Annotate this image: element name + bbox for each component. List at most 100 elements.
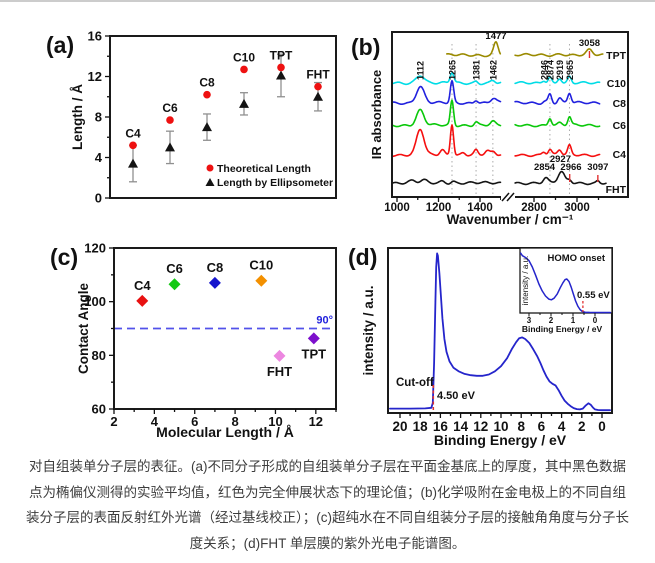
x-tick-label: 1000 bbox=[384, 202, 410, 214]
x-tick-label: 4 bbox=[151, 414, 159, 429]
y-tick-label: 100 bbox=[84, 294, 106, 309]
caption-line-1: 对自组装单分子层的表征。(a)不同分子形成的自组装单分子层在平面金基底上的厚度，… bbox=[29, 459, 626, 474]
spectrum-name-label: FHT bbox=[606, 184, 627, 196]
ellipsometer-marker bbox=[313, 91, 323, 101]
y-tick-label: 4 bbox=[95, 150, 103, 165]
theoretical-marker bbox=[166, 116, 174, 124]
peak-label: 2927 bbox=[550, 154, 571, 165]
x-tick-label: 18 bbox=[413, 419, 429, 434]
plot-frame bbox=[109, 35, 337, 199]
spectrum-name-label: C10 bbox=[607, 78, 626, 90]
x-tick-label: 10 bbox=[493, 419, 508, 434]
spectrum-C4-left bbox=[392, 124, 502, 158]
x-axis-title: Binding Energy / eV bbox=[434, 432, 567, 448]
inset-x-axis-title: Binding Energy / eV bbox=[522, 324, 603, 334]
x-tick-label: 16 bbox=[433, 419, 449, 434]
point-label: FHT bbox=[267, 364, 292, 379]
theoretical-marker bbox=[277, 63, 285, 72]
legend-marker-theoretical bbox=[206, 164, 214, 172]
ellipsometer-marker bbox=[239, 98, 249, 108]
x-tick-label: 20 bbox=[392, 419, 407, 434]
inset-x-tick-label: 1 bbox=[571, 316, 576, 325]
peak-label: 3097 bbox=[587, 162, 608, 173]
x-tick-label: 8 bbox=[231, 414, 238, 429]
x-axis-title: Molecular Length / Å bbox=[156, 424, 294, 440]
spectrum-C4-right bbox=[514, 143, 601, 158]
x-tick-label: 4 bbox=[558, 419, 566, 434]
inset-x-tick-label: 0 bbox=[593, 316, 598, 325]
y-axis-title: IR absorbance bbox=[369, 70, 384, 160]
spectrum-name-label: TPT bbox=[606, 50, 626, 62]
peak-label: 1477 bbox=[485, 31, 506, 42]
caption-line-2: 点为椭偏仪测得的实验平均值，红色为完全伸展状态下的理论值；(b)化学吸附在金电极… bbox=[29, 484, 626, 500]
data-point-C6 bbox=[168, 278, 181, 291]
molecule-label: C10 bbox=[233, 50, 255, 64]
figure-caption: 对自组装单分子层的表征。(a)不同分子形成的自组装单分子层在平面金基底上的厚度，… bbox=[0, 454, 655, 556]
point-label: C4 bbox=[134, 278, 151, 293]
axis-break-mark bbox=[506, 192, 515, 202]
peak-label: 3058 bbox=[579, 38, 600, 49]
top-divider bbox=[0, 0, 655, 2]
x-tick-label: 1400 bbox=[467, 202, 493, 214]
inset-title: HOMO onset bbox=[547, 253, 605, 264]
cutoff-label: Cut-off bbox=[396, 377, 434, 389]
y-axis-title: Contact Angle bbox=[76, 283, 91, 374]
spectrum-C6-right bbox=[514, 116, 601, 128]
x-tick-label: 12 bbox=[309, 414, 323, 429]
ups-spectrum-curve bbox=[389, 252, 611, 412]
theoretical-marker bbox=[240, 65, 248, 74]
point-label: C10 bbox=[249, 258, 273, 273]
data-point-C10 bbox=[255, 274, 268, 287]
peak-label-vertical: 2919 bbox=[555, 60, 565, 80]
x-tick-label: 0 bbox=[598, 419, 606, 434]
panel-a-plot: 0 4 8 12 16 Length / Å C4 C6 C8 C10 TPT FHT Theoreti… bbox=[70, 29, 337, 206]
inset-curve bbox=[519, 252, 612, 314]
peak-label-vertical: 2965 bbox=[565, 60, 575, 80]
spectrum-name-label: C4 bbox=[613, 149, 627, 161]
axis-break-mask bbox=[501, 193, 515, 202]
y-axis-title: intensity / a.u. bbox=[361, 285, 376, 375]
y-tick-label: 8 bbox=[95, 110, 102, 125]
spectrum-C8-right bbox=[514, 92, 601, 105]
theoretical-marker bbox=[129, 141, 137, 150]
spectrum-C8-left bbox=[392, 79, 502, 105]
x-tick-label: 3000 bbox=[564, 202, 590, 214]
x-tick-label: 14 bbox=[453, 419, 469, 434]
peak-label-vertical: 1381 bbox=[472, 60, 482, 80]
molecule-label: C8 bbox=[199, 76, 215, 90]
peak-label-vertical: 1265 bbox=[447, 60, 457, 80]
peak-label: 2854 bbox=[534, 162, 556, 173]
x-tick-label: 12 bbox=[473, 419, 488, 434]
spectrum-C6-left bbox=[392, 99, 502, 128]
x-tick-label: 6 bbox=[191, 414, 198, 429]
spectrum-FHT-left bbox=[392, 178, 502, 185]
peak-label-vertical: 2846 bbox=[539, 60, 549, 80]
data-point-FHT bbox=[273, 349, 286, 362]
x-tick-label: 8 bbox=[517, 419, 525, 434]
molecule-label: C4 bbox=[125, 126, 141, 140]
theoretical-marker bbox=[314, 82, 322, 91]
ellipsometer-marker bbox=[128, 158, 138, 168]
spectrum-name-label: C8 bbox=[613, 98, 627, 110]
x-tick-label: 10 bbox=[268, 414, 282, 429]
panel-c-plot: 90° C4 C6 C8 C10 FHT TPT 2 4 6 8 10 12 60 80 100 120 Mole… bbox=[76, 241, 337, 440]
y-tick-label: 16 bbox=[88, 29, 102, 44]
inset-x-tick-label: 2 bbox=[549, 316, 554, 325]
ellipsometer-marker bbox=[276, 70, 286, 80]
panel-a-label: (a) bbox=[46, 32, 75, 58]
x-tick-label: 2 bbox=[578, 419, 586, 434]
molecule-label: C6 bbox=[162, 101, 178, 115]
inset-frame bbox=[519, 247, 613, 314]
y-tick-label: 80 bbox=[92, 348, 106, 363]
ellipsometer-marker bbox=[165, 142, 175, 152]
x-tick-label: 2 bbox=[110, 414, 117, 429]
x-tick-label: 6 bbox=[538, 419, 546, 434]
reference-line-label: 90° bbox=[316, 315, 333, 327]
cutoff-value-label: 4.50 eV bbox=[437, 390, 476, 402]
panel-c-label: (c) bbox=[50, 244, 79, 270]
molecule-label: TPT bbox=[270, 48, 293, 62]
y-tick-label: 120 bbox=[84, 241, 106, 256]
